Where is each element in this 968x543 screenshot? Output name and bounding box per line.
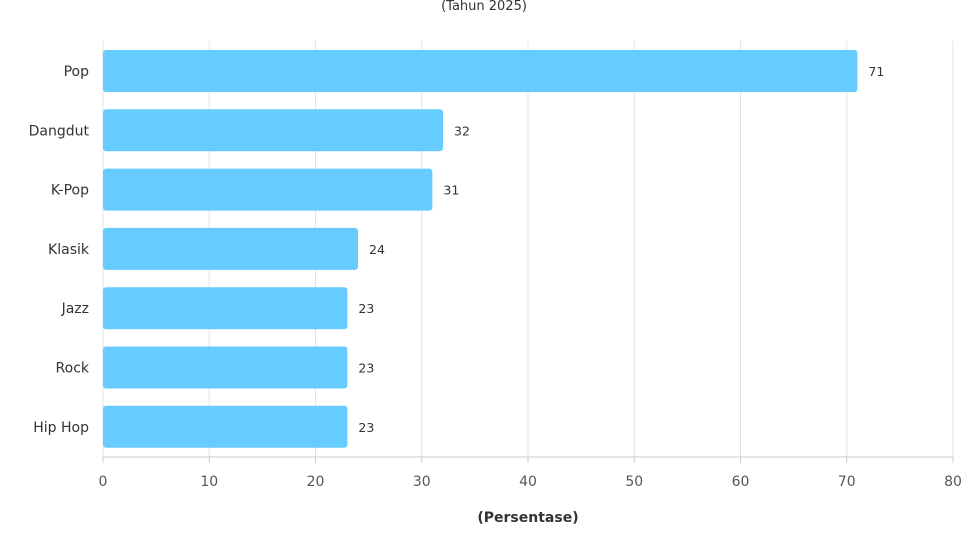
category-label: Hip Hop <box>33 420 89 436</box>
x-axis-ticks: 0 10 20 30 40 50 60 70 80 <box>99 456 962 490</box>
bar-dangdut <box>103 109 443 152</box>
x-tick-label: 50 <box>625 474 643 490</box>
value-labels: 71 32 31 24 23 23 23 <box>358 64 884 435</box>
value-label: 32 <box>454 123 470 138</box>
category-label: Klasik <box>48 242 90 258</box>
x-tick-label: 80 <box>944 474 962 490</box>
x-tick-label: 40 <box>519 474 537 490</box>
chart-subtitle: (Tahun 2025) <box>441 0 527 14</box>
bar-rock <box>103 346 348 389</box>
bar-hip-hop <box>103 405 348 448</box>
category-labels: Pop Dangdut K-Pop Klasik Jazz Rock Hip Hop <box>29 64 90 436</box>
bar-klasik <box>103 227 358 270</box>
value-label: 23 <box>358 301 374 316</box>
category-label: Jazz <box>61 301 89 317</box>
bar-pop <box>103 50 858 92</box>
x-tick-label: 0 <box>99 474 108 490</box>
bar-jazz <box>103 287 348 330</box>
x-tick-label: 10 <box>200 474 218 490</box>
category-label: Dangdut <box>29 123 90 139</box>
x-tick-label: 70 <box>838 474 856 490</box>
value-label: 24 <box>369 242 385 257</box>
x-tick-label: 20 <box>307 474 325 490</box>
value-label: 23 <box>358 420 374 435</box>
category-label: K-Pop <box>51 183 89 199</box>
x-tick-label: 30 <box>413 474 431 490</box>
x-tick-label: 60 <box>732 474 750 490</box>
category-label: Rock <box>56 361 90 377</box>
value-label: 71 <box>868 64 884 79</box>
x-axis-label: (Persentase) <box>477 510 578 526</box>
bar-k-pop <box>103 168 433 211</box>
value-label: 23 <box>358 361 374 376</box>
category-label: Pop <box>64 64 90 80</box>
bars <box>103 50 858 448</box>
value-label: 31 <box>443 183 459 198</box>
